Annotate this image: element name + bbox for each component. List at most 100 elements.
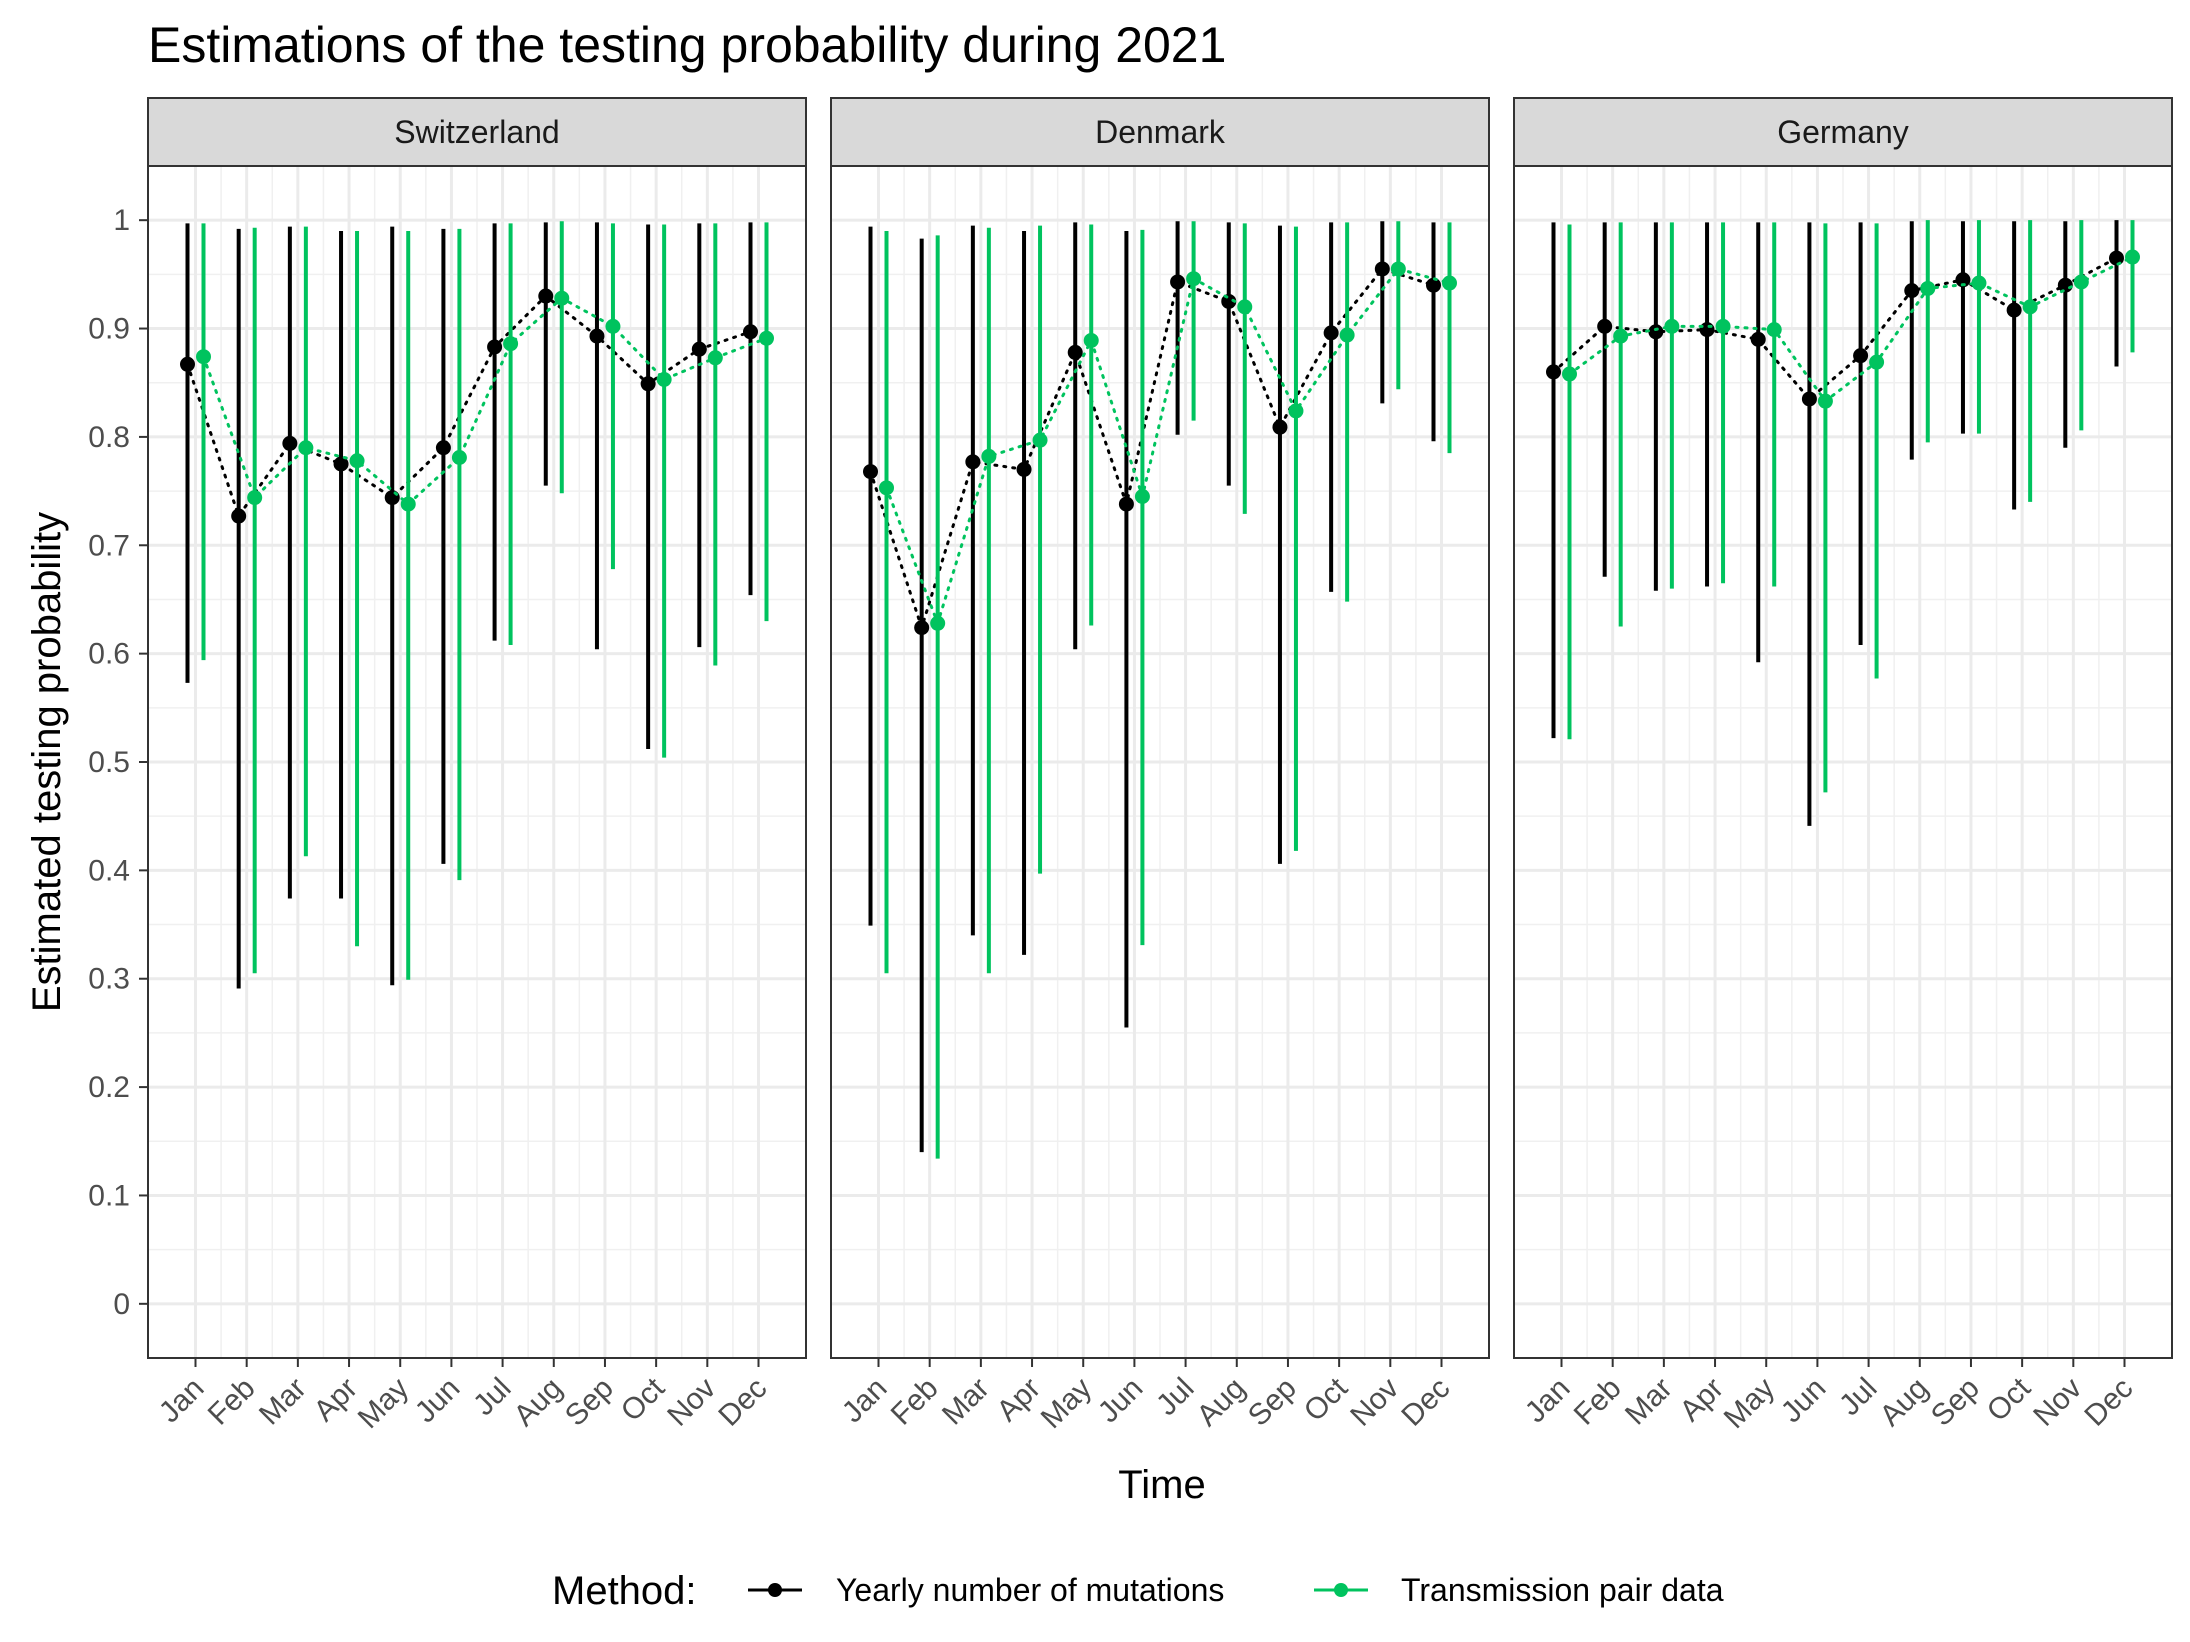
series-mutations	[1546, 220, 2124, 826]
data-point	[1869, 354, 1885, 370]
data-point	[965, 454, 981, 470]
x-tick-label: Aug	[508, 1372, 569, 1433]
legend-entry-mutations: Yearly number of mutations	[836, 1572, 1224, 1608]
data-point	[1766, 322, 1782, 338]
x-tick-label: Feb	[1568, 1372, 1628, 1432]
data-point	[247, 490, 263, 506]
x-tick-label: Jan	[836, 1372, 894, 1430]
data-point	[1750, 331, 1766, 347]
data-point	[1339, 327, 1355, 343]
data-point	[1067, 344, 1083, 360]
x-tick-label: Jul	[467, 1372, 517, 1422]
x-axis-title: Time	[1118, 1463, 1205, 1507]
data-point	[384, 490, 400, 506]
data-point	[1817, 393, 1833, 409]
data-point	[656, 371, 672, 387]
legend-key-point-pairs	[1334, 1583, 1348, 1597]
series-mutations	[180, 222, 758, 989]
x-tick-label: Feb	[202, 1372, 262, 1432]
data-point	[1083, 332, 1099, 348]
legend-key-point-mutations	[768, 1583, 782, 1597]
data-point	[1715, 318, 1731, 334]
y-tick-label: 0.9	[88, 313, 130, 346]
x-tick-label: Sep	[559, 1372, 620, 1433]
data-point	[2125, 249, 2140, 265]
data-point	[1904, 283, 1920, 299]
x-tick-label: Jan	[153, 1372, 211, 1430]
y-tick-label: 0.4	[88, 854, 130, 887]
y-tick-label: 0.7	[88, 529, 130, 562]
panel-border	[830, 165, 1490, 1359]
panel-strip-label: Denmark	[1095, 114, 1226, 150]
data-point	[333, 456, 349, 472]
data-point	[743, 324, 758, 340]
x-tick-label: Jan	[1519, 1372, 1577, 1430]
data-point	[1648, 324, 1664, 340]
x-tick-label: Aug	[1191, 1372, 1252, 1433]
data-point	[1442, 275, 1457, 291]
panel-strip	[830, 97, 1490, 167]
data-point	[1801, 391, 1817, 407]
data-point	[2006, 302, 2022, 318]
y-tick-label: 0.6	[88, 638, 130, 671]
data-point	[180, 356, 195, 372]
x-tick-label: Sep	[1925, 1372, 1986, 1433]
legend-entry-pairs: Transmission pair data	[1401, 1572, 1724, 1608]
data-point	[1853, 348, 1869, 364]
data-point	[707, 350, 723, 366]
series-pairs	[879, 221, 1457, 1159]
x-tick-label: Apr	[1674, 1372, 1730, 1428]
x-tick-label: Jul	[1150, 1372, 1200, 1422]
series-mutations	[863, 221, 1441, 1153]
data-point	[2073, 274, 2089, 290]
data-point	[863, 464, 878, 480]
x-tick-label: Jun	[409, 1372, 467, 1430]
y-tick-label: 0	[113, 1288, 130, 1321]
x-tick-label: Mar	[253, 1372, 313, 1432]
data-point	[282, 435, 298, 451]
data-point	[349, 453, 365, 469]
data-point	[1374, 261, 1390, 277]
data-point	[2022, 299, 2038, 315]
data-point	[1562, 366, 1577, 382]
legend: Method: Yearly number of mutations Trans…	[552, 1569, 1724, 1613]
series-line	[186, 294, 752, 520]
x-tick-label: Oct	[1298, 1371, 1355, 1428]
data-point	[231, 508, 247, 524]
x-tick-label: Dec	[2078, 1372, 2139, 1433]
data-point	[1186, 271, 1202, 287]
data-point	[298, 440, 314, 456]
x-tick-label: Jun	[1092, 1372, 1150, 1430]
x-tick-label: Nov	[1344, 1372, 1405, 1433]
x-tick-label: Aug	[1874, 1372, 1935, 1433]
y-axis-title: Estimated testing probability	[25, 512, 69, 1012]
x-tick-label: Dec	[1395, 1372, 1456, 1433]
data-point	[640, 376, 656, 392]
x-tick-label: Nov	[661, 1372, 722, 1433]
y-tick-label: 0.8	[88, 421, 130, 454]
data-point	[503, 336, 519, 352]
data-point	[1613, 328, 1629, 344]
x-tick-label: May	[1035, 1372, 1098, 1435]
data-point	[914, 620, 930, 636]
data-point	[1118, 496, 1134, 512]
x-tick-label: May	[352, 1372, 415, 1435]
data-point	[1426, 277, 1441, 293]
x-tick-label: Apr	[991, 1372, 1047, 1428]
chart-title: Estimations of the testing probability d…	[148, 17, 1226, 73]
y-tick-label: 0.3	[88, 963, 130, 996]
data-point	[605, 318, 621, 334]
series-line	[202, 296, 768, 507]
data-point	[435, 440, 451, 456]
x-tick-label: Jul	[1833, 1372, 1883, 1422]
x-tick-label: Sep	[1242, 1372, 1303, 1433]
y-tick-label: 0.5	[88, 746, 130, 779]
panel-strip	[1513, 97, 2173, 167]
x-tick-label: Jun	[1775, 1372, 1833, 1430]
data-point	[1237, 299, 1253, 315]
data-point	[554, 290, 570, 306]
series-pairs	[1562, 220, 2140, 793]
